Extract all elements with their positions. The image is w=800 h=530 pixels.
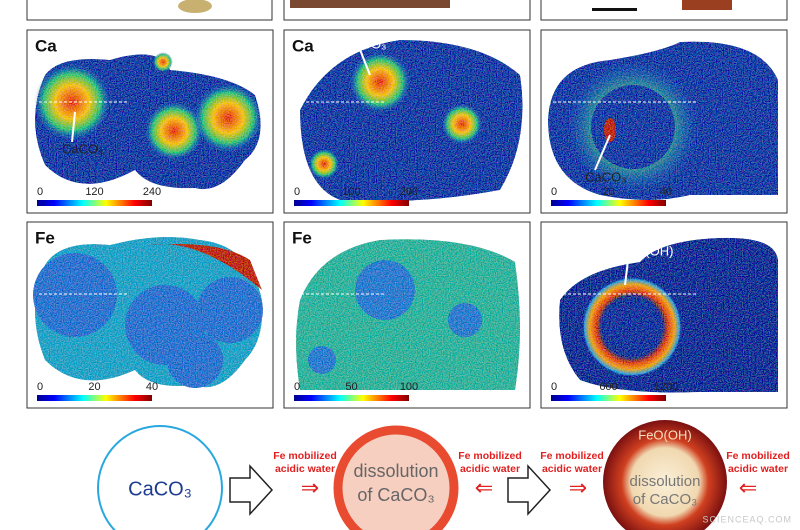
watermark: SCIENCEAQ.COM [702, 514, 792, 524]
low-spot [448, 303, 482, 337]
stage3-rim-label: FeO(OH) [638, 427, 691, 442]
colorbar-tick-label: 0 [551, 186, 557, 198]
annotation: CaCO₃ [62, 141, 103, 156]
stage3-label: dissolution [630, 473, 701, 490]
process-arrow [507, 464, 552, 516]
low-spot [308, 346, 336, 374]
annotation: FeO(OH) [620, 243, 673, 258]
colorbar [37, 395, 152, 401]
ring [582, 277, 682, 377]
inflow-label: acidic water [728, 463, 788, 475]
low-spot [197, 277, 263, 343]
stage3-circle [603, 420, 727, 530]
panel: Ca CaCO₃ 0 120 240 [26, 29, 274, 214]
element-label: Ca [549, 36, 571, 55]
panel: Fe FeO(OH) 0 600 1200 [540, 221, 788, 409]
element-label: Fe [549, 228, 569, 247]
element-map [559, 237, 778, 393]
colorbar-tick-label: 200 [400, 186, 418, 198]
stage2-circle [333, 425, 459, 530]
element-label: Fe [35, 228, 55, 247]
inflow-label: Fe mobilized [273, 450, 337, 462]
colorbar-tick-label: 1200 [654, 381, 678, 393]
element-map [300, 40, 523, 202]
colorbar-tick-label: 100 [400, 381, 418, 393]
panel: Fe 0 50 100 [283, 221, 531, 409]
inflow-arrow: ⇒ [569, 475, 587, 500]
inflow-label: acidic water [275, 463, 335, 475]
element-map [34, 52, 262, 190]
stage2-label: dissolution [353, 461, 438, 481]
stage1-label: CaCO₃ [128, 478, 192, 500]
colorbar [551, 395, 666, 401]
colorbar-tick-label: 20 [88, 381, 100, 393]
hot-spot [350, 52, 410, 112]
colorbar [294, 200, 409, 206]
panel: Ca CaCO₃ 0 20 40 [540, 29, 788, 214]
top-strip [26, 0, 788, 21]
colorbar-tick-label: 40 [146, 381, 158, 393]
colorbar-tick-label: 120 [85, 186, 103, 198]
annotation-arrow [624, 243, 631, 286]
fe-rim [150, 244, 262, 290]
colorbar [37, 200, 152, 206]
colorbar-tick-label: 600 [599, 381, 617, 393]
stage1-circle [97, 425, 223, 530]
colorbar-tick-label: 100 [342, 186, 360, 198]
annotation-arrow [354, 36, 371, 76]
annotation: CaCO₃ [585, 169, 626, 184]
inflow-label: Fe mobilized [540, 450, 604, 462]
annotation-arrow [71, 111, 76, 143]
hot-spot [145, 102, 203, 160]
inflow-arrow: ⇐ [475, 475, 493, 500]
hot-spot [442, 104, 482, 144]
colorbar-tick-label: 0 [37, 381, 43, 393]
ring-core [591, 85, 675, 169]
low-spot [33, 253, 117, 337]
inflow-label: Fe mobilized [726, 450, 790, 462]
hot-spot [309, 149, 339, 179]
colorbar-tick-label: 20 [602, 186, 614, 198]
annotation: CaCO₃ [345, 36, 386, 51]
inflow-arrow: ⇒ [301, 475, 319, 500]
colorbar-tick-label: 0 [37, 186, 43, 198]
element-label: Fe [292, 228, 312, 247]
panel: Fe 0 20 40 [26, 221, 274, 409]
hot-spot [153, 52, 173, 72]
colorbar-tick-label: 0 [294, 186, 300, 198]
element-label: Ca [292, 36, 314, 55]
stage3-label: of CaCO₃ [633, 491, 697, 508]
element-map [33, 236, 263, 388]
colorbar-tick-label: 0 [294, 381, 300, 393]
map-base [296, 239, 520, 390]
annotation-arrow [594, 134, 611, 171]
colorbar-tick-label: 240 [143, 186, 161, 198]
element-label: Ca [35, 36, 57, 55]
colorbar-tick-label: 0 [551, 381, 557, 393]
hot-spot [194, 84, 262, 152]
inflow-label: acidic water [542, 463, 602, 475]
element-map [296, 239, 520, 390]
stage2-label: of CaCO₃ [357, 485, 434, 505]
hot-spot [604, 118, 616, 142]
inflow-label: acidic water [460, 463, 520, 475]
colorbar [294, 395, 409, 401]
low-spot [167, 332, 223, 388]
panel: Ca CaCO₃ 0 100 200 [283, 29, 531, 214]
inflow-arrow: ⇐ [739, 475, 757, 500]
low-spot [355, 260, 415, 320]
colorbar [551, 200, 666, 206]
colorbar-tick-label: 50 [345, 381, 357, 393]
inflow-label: Fe mobilized [458, 450, 522, 462]
process-arrow [229, 464, 274, 516]
colorbar-tick-label: 40 [660, 186, 672, 198]
